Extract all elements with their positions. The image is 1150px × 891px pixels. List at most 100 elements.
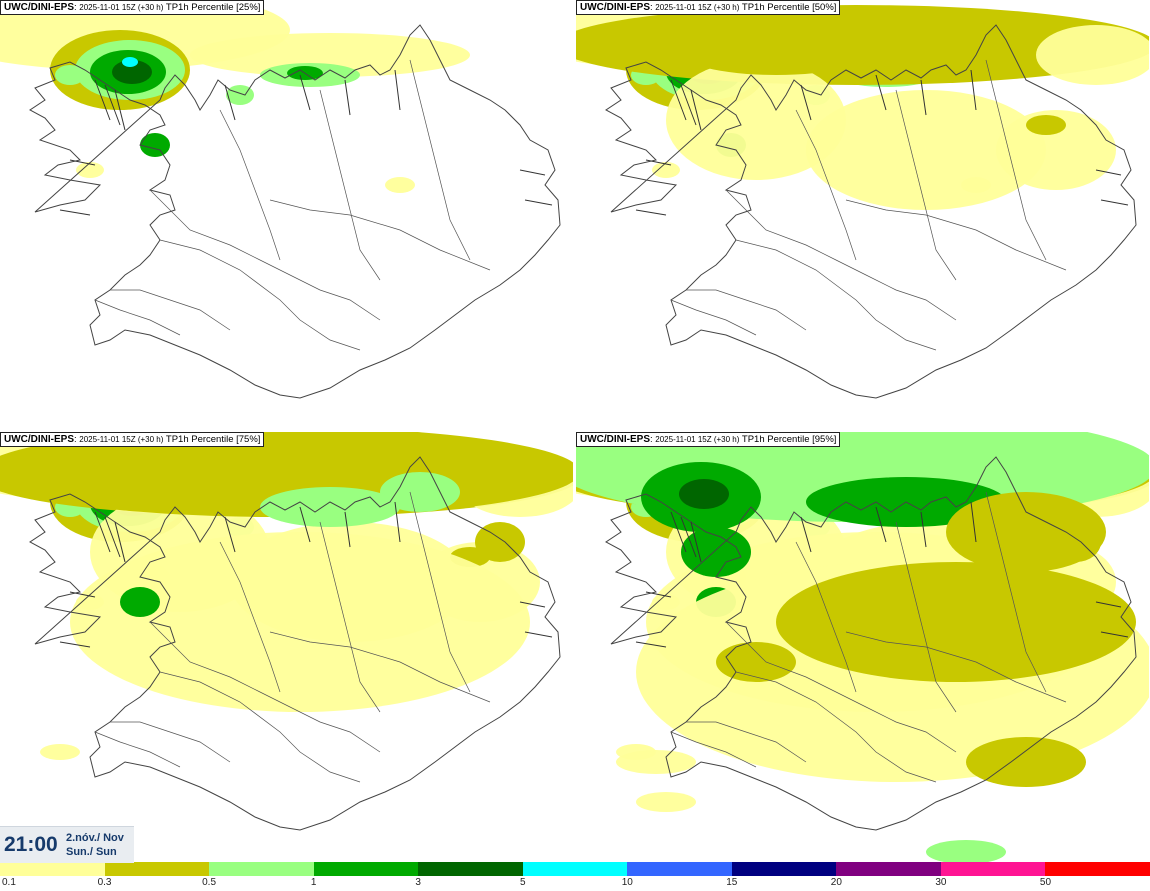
map-panel-p25: UWC/DINI-EPS: 2025-11-01 15Z (+30 h) TP1… (0, 0, 573, 430)
fjord-line (69, 591, 96, 598)
road-line (725, 621, 957, 753)
road-line (670, 731, 757, 768)
fjord-line (670, 511, 687, 553)
precip-contour (70, 532, 530, 712)
precip-contour (636, 792, 696, 812)
fjord-line (519, 169, 546, 176)
map-panel-p50: UWC/DINI-EPS: 2025-11-01 15Z (+30 h) TP1… (576, 0, 1149, 430)
precip-map (0, 0, 573, 430)
legend-swatch (0, 862, 105, 876)
fjord-line (299, 74, 311, 111)
color-legend-bar (0, 862, 1150, 876)
legend-swatch (940, 862, 1046, 876)
legend-swatch (104, 862, 210, 876)
road-line (895, 521, 957, 713)
precip-contour (76, 162, 104, 178)
legend-label: 0.3 (97, 877, 112, 888)
precip-contour (776, 562, 1136, 682)
precip-contour (385, 177, 415, 193)
fjord-line (524, 199, 553, 206)
legend-label: 50 (1039, 877, 1052, 888)
precip-contour (40, 744, 80, 760)
fjord-line (394, 501, 401, 543)
fjord-line (344, 511, 351, 548)
fjord-line (635, 641, 667, 648)
precip-contour (652, 162, 680, 178)
precip-contour (676, 25, 876, 75)
precip-contour (122, 57, 138, 67)
road-line (319, 521, 381, 713)
road-line (219, 541, 281, 693)
road-line (219, 109, 281, 261)
fjord-line (224, 84, 236, 121)
precip-map (576, 432, 1149, 862)
fjord-line (299, 506, 311, 543)
legend-swatch (1045, 862, 1150, 876)
precip-contour (926, 840, 1006, 862)
precip-contour (966, 737, 1086, 787)
road-line (409, 491, 471, 693)
fjord-line (1095, 601, 1122, 608)
legend-swatch (418, 862, 523, 876)
coastline (29, 24, 561, 399)
road-line (110, 721, 231, 763)
road-line (686, 721, 807, 763)
road-line (110, 289, 231, 331)
precip-contour (996, 110, 1116, 190)
fjord-line (59, 641, 91, 648)
fjord-line (920, 511, 927, 548)
road-line (686, 289, 807, 331)
fjord-line (59, 209, 91, 216)
road-line (149, 189, 381, 321)
panel-title: UWC/DINI-EPS: 2025-11-01 15Z (+30 h) TP1… (0, 432, 265, 447)
fjord-line (690, 521, 702, 563)
coastline (29, 456, 561, 831)
fjord-line (680, 84, 697, 126)
road-line (795, 541, 857, 693)
road-line (94, 731, 181, 768)
legend-label: 20 (830, 877, 842, 888)
fjord-line (1100, 199, 1129, 206)
valid-time-box: 21:00 2.nóv./ Nov Sun./ Sun (0, 826, 134, 863)
road-line (985, 491, 1047, 693)
fjord-line (524, 631, 553, 638)
fjord-line (920, 79, 927, 116)
fjord-line (1100, 631, 1129, 638)
legend-label: 1 (310, 877, 317, 888)
road-line (409, 59, 471, 261)
road-line (845, 199, 1067, 271)
precip-contour (1036, 25, 1149, 85)
legend-swatch (731, 862, 837, 876)
legend-label: 0.5 (202, 877, 217, 888)
road-line (845, 631, 1067, 703)
precip-map (576, 0, 1149, 430)
precip-contour (112, 60, 152, 84)
legend-swatch (209, 862, 314, 876)
fjord-line (645, 159, 672, 166)
legend-swatch (836, 862, 941, 876)
legend-label: 5 (519, 877, 526, 888)
fjord-line (670, 79, 687, 121)
valid-day: Sun./ Sun (66, 846, 117, 858)
road-line (985, 59, 1047, 261)
precip-contour (226, 85, 254, 105)
precip-contour (616, 750, 696, 774)
fjord-line (94, 79, 111, 121)
road-line (269, 631, 491, 703)
fjord-line (224, 516, 236, 553)
color-legend-labels: 0.1 0.3 0.5 1 3 5 10 15 20 30 50 (0, 877, 1150, 891)
fjord-line (114, 521, 126, 563)
road-line (319, 89, 381, 281)
coastline (605, 24, 1137, 399)
fjord-line (875, 74, 887, 111)
legend-label: 30 (935, 877, 947, 888)
panel-title: UWC/DINI-EPS: 2025-11-01 15Z (+30 h) TP1… (0, 0, 265, 15)
fjord-line (875, 506, 887, 543)
fjord-line (519, 601, 546, 608)
precip-contour (55, 65, 85, 85)
precip-contour (806, 90, 1046, 210)
precip-contour (475, 522, 525, 562)
legend-swatch (313, 862, 419, 876)
precip-contour (666, 60, 846, 180)
map-panel-p95: UWC/DINI-EPS: 2025-11-01 15Z (+30 h) TP1… (576, 432, 1149, 862)
